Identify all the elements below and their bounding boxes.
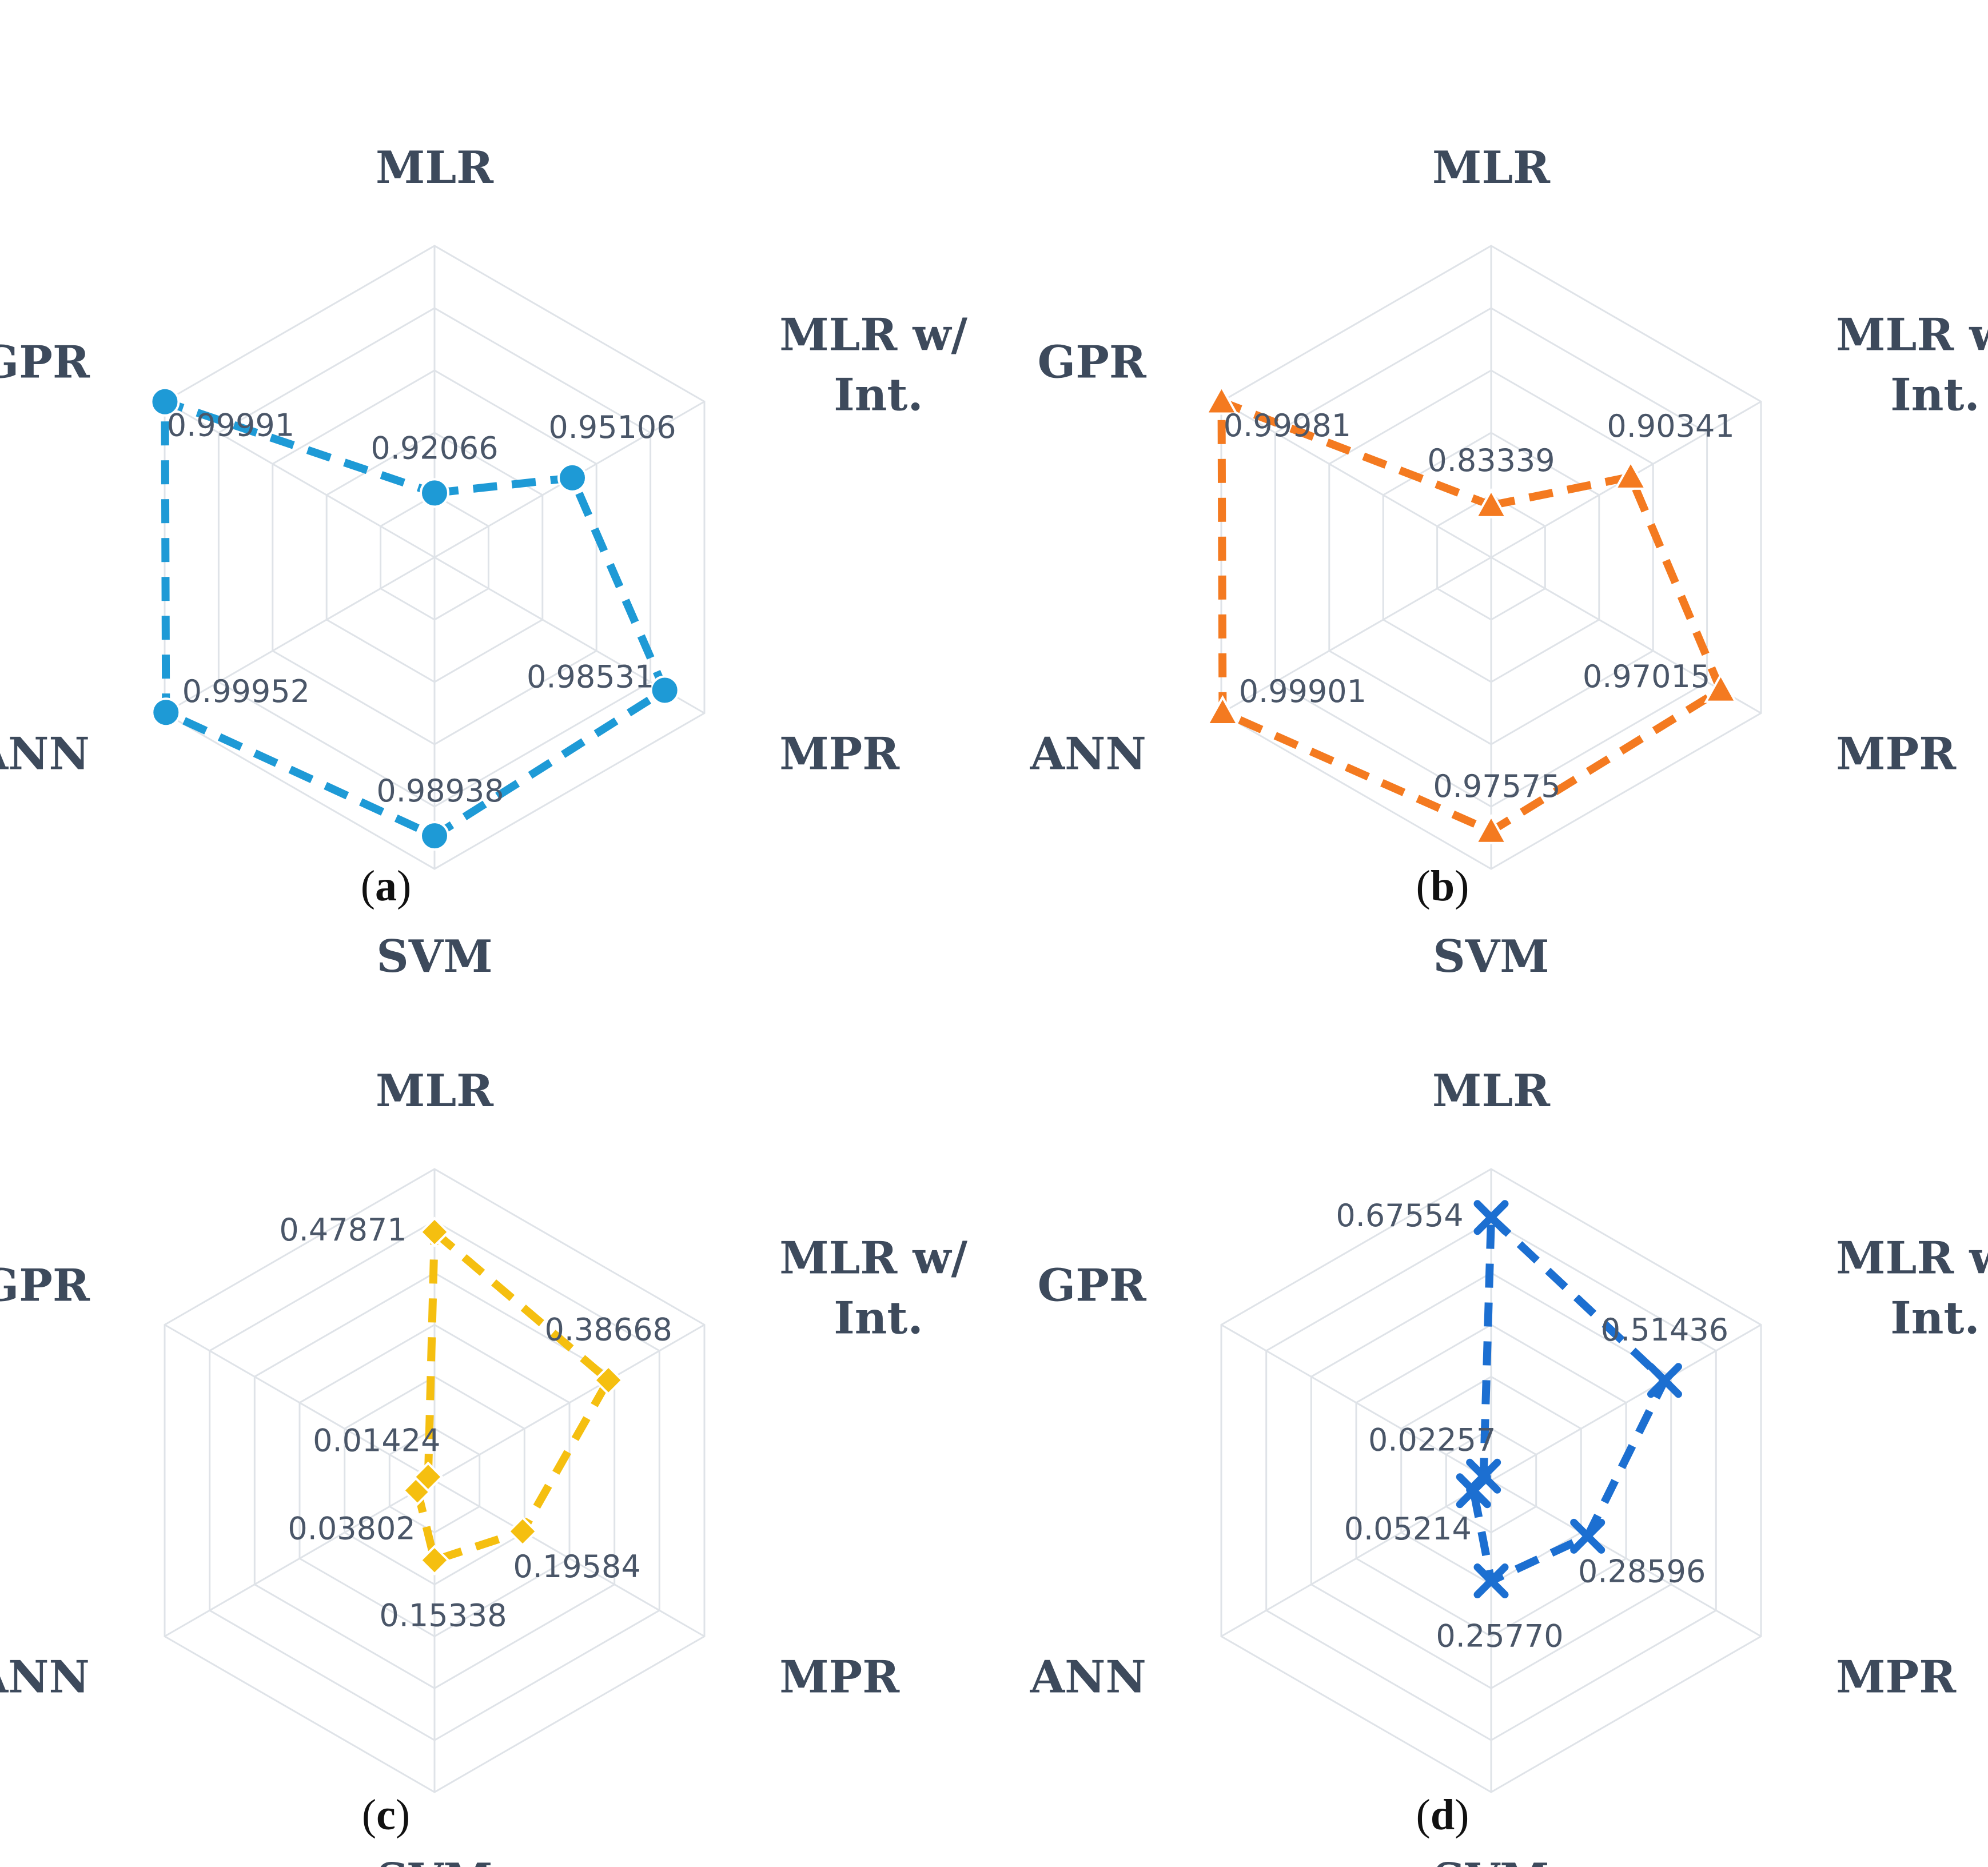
- axis-label: MPR: [779, 1651, 900, 1704]
- radar-panel-d: MLR MLR w/Int. MPR SVM ANN GPR 0.67554 0.51436 0…: [1030, 1065, 1988, 1867]
- data-point-gpr: [1205, 384, 1238, 415]
- axis-label: MLR w/Int.: [779, 1232, 967, 1345]
- axis-spoke: [164, 401, 435, 558]
- data-point-mlr: [1473, 1200, 1509, 1235]
- axis-spoke: [1491, 1479, 1762, 1637]
- axis-label: MLR w/Int.: [1836, 1232, 1988, 1345]
- value-label: 0.97015: [1583, 659, 1710, 695]
- axis-label: ANN: [0, 728, 90, 780]
- value-label: 0.67554: [1336, 1198, 1463, 1234]
- panel-label: (b): [1416, 862, 1469, 910]
- axis-label: SVM: [376, 1854, 492, 1867]
- data-point-mlr: [420, 478, 449, 508]
- axis-label: SVM: [376, 931, 492, 983]
- panel-label: (a): [361, 862, 412, 910]
- data-point-svm: [419, 1545, 450, 1576]
- value-label: 0.90341: [1607, 408, 1734, 444]
- data-point-gpr: [1466, 1458, 1501, 1494]
- radar-panel-c: MLR MLR w/Int. MPR SVM ANN GPR 0.47871 0.38668 0…: [0, 1065, 968, 1867]
- value-label: 0.15338: [379, 1597, 507, 1633]
- value-label: 0.99901: [1239, 673, 1366, 709]
- axis-label: ANN: [1030, 1651, 1146, 1704]
- axis-spoke: [1221, 1324, 1492, 1482]
- data-point-mlr-w-int: [1613, 459, 1648, 490]
- axis-label: MPR: [779, 728, 900, 780]
- axis-label: GPR: [0, 1260, 90, 1312]
- panel-label: (d): [1416, 1791, 1469, 1839]
- data-point-mpr: [1570, 1518, 1605, 1554]
- axis-label: GPR: [0, 337, 90, 389]
- axis-label: MLR: [1432, 1065, 1551, 1117]
- value-label: 0.38668: [545, 1311, 672, 1347]
- value-label: 0.98531: [527, 659, 654, 695]
- axis-label: SVM: [1433, 931, 1549, 983]
- axis-spoke: [164, 1479, 435, 1637]
- radar-panel-b: MLR MLR w/Int. MPR SVM ANN GPR 0.83339 0.90341 0…: [1030, 142, 1988, 983]
- data-point-svm: [420, 821, 449, 851]
- data-point-mpr: [507, 1516, 538, 1547]
- data-point-gpr: [150, 386, 180, 417]
- value-label: 0.51436: [1601, 1312, 1728, 1348]
- value-label: 0.19584: [513, 1549, 640, 1585]
- value-label: 0.47871: [279, 1212, 407, 1248]
- axis-label: ANN: [0, 1651, 90, 1704]
- axis-label: GPR: [1038, 337, 1147, 389]
- data-point-mlr-w-int: [593, 1365, 624, 1396]
- data-point-ann: [151, 697, 181, 728]
- axis-label: MPR: [1836, 728, 1957, 780]
- axis-label: MPR: [1836, 1651, 1957, 1704]
- data-point-mlr: [1474, 488, 1508, 518]
- data-point-ann: [1205, 695, 1240, 725]
- axis-label: MLR: [1432, 142, 1551, 194]
- value-label: 0.98938: [376, 773, 504, 809]
- axis-spoke: [434, 1479, 705, 1637]
- value-label: 0.92066: [370, 430, 498, 466]
- value-label: 0.05214: [1344, 1511, 1472, 1547]
- value-label: 0.99952: [182, 673, 310, 709]
- value-label: 0.25770: [1436, 1618, 1563, 1654]
- axis-label: MLR: [376, 1065, 494, 1117]
- axis-label: MLR w/Int.: [779, 309, 967, 421]
- data-point-mpr: [1704, 672, 1738, 703]
- value-label: 0.97575: [1433, 768, 1560, 804]
- axis-label: MLR: [376, 142, 494, 194]
- axis-spoke: [1221, 556, 1492, 714]
- value-label: 0.03802: [288, 1510, 415, 1546]
- radar-panel-a: MLR MLR w/Int. MPR SVM ANN GPR 0.92066 0.95106 0…: [0, 142, 968, 983]
- data-point-mlr-w-int: [557, 462, 587, 493]
- axis-spoke: [1221, 1479, 1492, 1637]
- axis-label: GPR: [1038, 1260, 1147, 1312]
- panel-label: (c): [362, 1791, 410, 1839]
- data-point-mlr-w-int: [1647, 1363, 1682, 1398]
- value-label: 0.99981: [1224, 408, 1351, 444]
- data-point-svm: [1473, 1563, 1509, 1599]
- data-point-svm: [1474, 813, 1508, 844]
- axis-spoke: [434, 1324, 705, 1482]
- value-label: 0.83339: [1427, 442, 1555, 478]
- axis-label: MLR w/Int.: [1836, 309, 1988, 421]
- axis-spoke: [1221, 401, 1492, 558]
- axis-label: ANN: [1030, 728, 1146, 780]
- axis-spoke: [164, 556, 435, 714]
- data-point-mpr: [650, 675, 680, 705]
- value-label: 0.28596: [1578, 1553, 1706, 1589]
- value-label: 0.99991: [167, 408, 294, 444]
- axis-spoke: [1491, 1324, 1762, 1482]
- data-point-gpr: [412, 1461, 444, 1493]
- data-point-mlr: [419, 1216, 450, 1248]
- axis-spoke: [164, 1324, 435, 1482]
- value-label: 0.02257: [1368, 1422, 1496, 1458]
- value-label: 0.95106: [548, 409, 676, 445]
- axis-label: SVM: [1433, 1854, 1549, 1867]
- value-label: 0.01424: [313, 1423, 440, 1459]
